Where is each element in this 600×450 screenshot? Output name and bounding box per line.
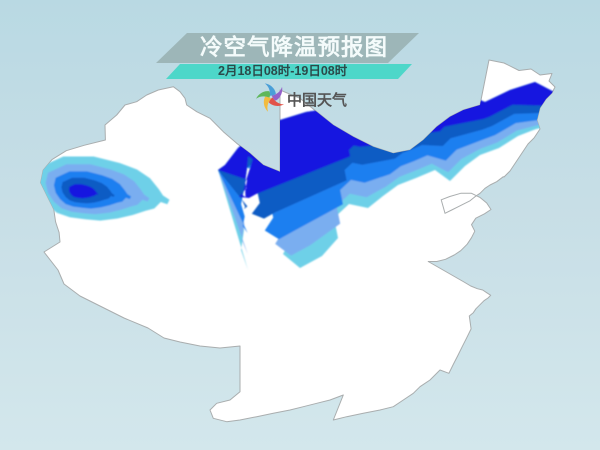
svg-text:中国天气: 中国天气 xyxy=(287,91,347,109)
svg-text:冷空气降温预报图: 冷空气降温预报图 xyxy=(200,34,388,60)
svg-text:2月18日08时-19日08时: 2月18日08时-19日08时 xyxy=(218,63,348,78)
